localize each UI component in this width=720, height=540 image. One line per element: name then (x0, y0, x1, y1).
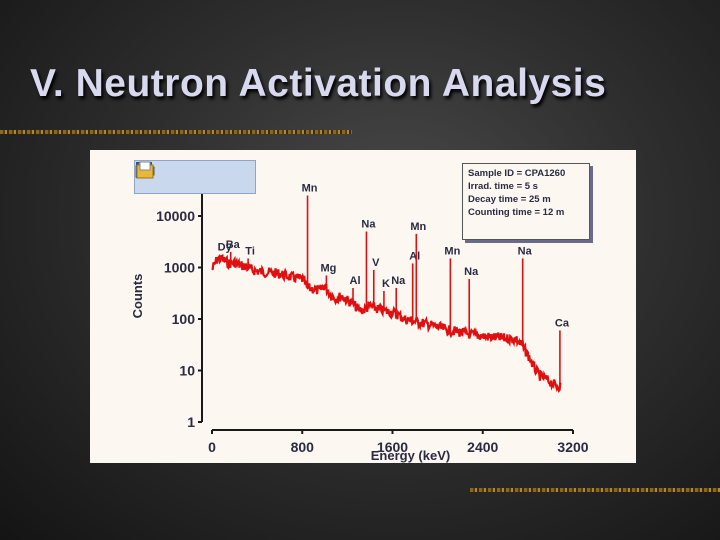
peak-label: Ca (555, 317, 570, 329)
peak-label: Ba (226, 239, 241, 251)
decorative-rule-bottom (470, 488, 720, 492)
y-tick-label: 100 (172, 311, 196, 327)
peak-label: Na (518, 245, 533, 257)
peak-label: V (372, 257, 380, 269)
export-icon[interactable] (136, 161, 249, 189)
legend-decay-time: Decay time = 25 m (468, 194, 551, 205)
peak-label: K (382, 278, 390, 290)
peak-label: Na (391, 275, 406, 287)
decorative-rule-top (0, 130, 352, 134)
y-tick-label: 10000 (156, 208, 195, 224)
peak-label: Na (464, 266, 479, 278)
spectrum-chart: 1 10 100 1000 10000 0 800 1600 2400 3200 Energy (k… (130, 183, 589, 463)
legend-irradiation-time: Irrad. time = 5 s (468, 181, 538, 192)
x-axis-label: Energy (keV) (371, 448, 450, 463)
spectrum-figure: 1 10 100 1000 10000 0 800 1600 2400 3200 Energy (k… (90, 150, 636, 463)
print-icon[interactable] (135, 161, 193, 189)
spectrum-line (211, 254, 562, 393)
y-axis-label: Counts (130, 274, 145, 319)
peak-label: Mn (302, 183, 318, 195)
x-tick-label: 2400 (467, 439, 498, 455)
x-tick-label: 800 (291, 439, 315, 455)
sample-info-legend: Sample ID = CPA1260 Irrad. time = 5 s De… (462, 163, 590, 240)
peak-label: Mg (320, 262, 336, 274)
x-tick-label: 1600 (377, 439, 408, 455)
y-tick-label: 10 (179, 363, 195, 379)
legend-counting-time: Counting time = 12 m (468, 207, 565, 218)
y-tick-label: 1 (187, 414, 195, 430)
open-icon[interactable] (135, 163, 221, 189)
legend-sample-id: Sample ID = CPA1260 (468, 168, 566, 179)
peak-label: Dy (218, 241, 233, 253)
x-tick-label: 0 (208, 439, 216, 455)
peak-label: Mn (444, 245, 460, 257)
peak-label: Al (409, 250, 420, 262)
slide-title: V. Neutron Activation Analysis (30, 62, 607, 105)
peak-label: Na (361, 219, 376, 231)
chart-toolbar (134, 160, 256, 194)
peak-label: Ti (245, 245, 255, 257)
y-tick-label: 1000 (164, 260, 195, 276)
x-tick-label: 3200 (557, 439, 588, 455)
peak-label: Mn (410, 221, 426, 233)
peak-label: Al (350, 275, 361, 287)
